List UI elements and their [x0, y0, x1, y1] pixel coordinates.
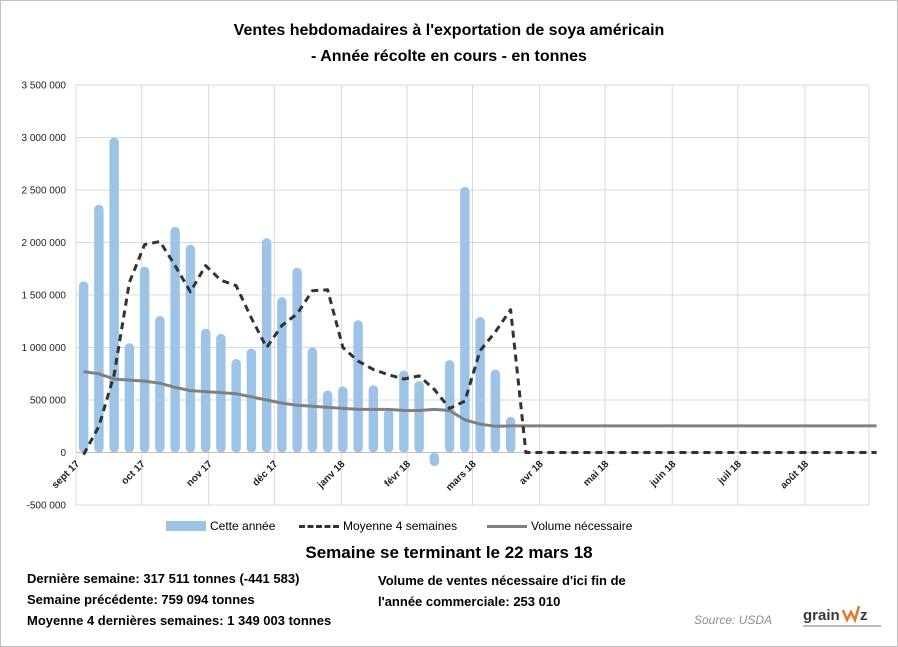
stat-previous-week: Semaine précédente: 759 094 tonnes — [27, 592, 255, 607]
y-tick-label: 1 500 000 — [22, 291, 67, 302]
legend-swatch-moving-avg — [299, 524, 339, 528]
stat-required-line1: Volume de ventes nécessaire d'ici fin de — [378, 573, 626, 588]
bar-cette-annee — [292, 267, 302, 453]
bar-cette-annee — [109, 137, 119, 453]
x-tick-label: mai 18 — [581, 459, 611, 489]
grainwiz-logo: grain z — [803, 605, 881, 627]
bar-cette-annee — [231, 359, 241, 453]
source-note: Source: USDA — [694, 613, 773, 627]
bar-cette-annee — [353, 320, 363, 453]
y-tick-label: 3 500 000 — [22, 81, 67, 92]
bar-cette-annee — [414, 381, 424, 453]
y-tick-label: -500 000 — [27, 501, 67, 512]
legend-label-moving-avg: Moyenne 4 semaines — [343, 519, 458, 533]
bar-cette-annee — [277, 297, 287, 453]
x-tick-label: juil 18 — [715, 459, 744, 488]
x-tick-label: nov 17 — [185, 459, 215, 489]
bar-cette-annee — [124, 343, 135, 453]
x-tick-label: avr 18 — [517, 459, 546, 488]
x-tick-label: janv 18 — [315, 459, 348, 492]
bar-cette-annee — [185, 244, 196, 453]
legend-item-bars: Cette année — [166, 519, 275, 533]
y-tick-label: 2 500 000 — [22, 186, 67, 197]
bar-cette-annee — [94, 204, 104, 453]
bar-cette-annee — [307, 347, 318, 453]
chart-plot: -500 000 0 500 000 1 000 000 1 500 000 2 000 … — [22, 81, 877, 512]
bar-cette-annee — [505, 416, 516, 453]
y-tick-label: 1 000 000 — [22, 343, 67, 354]
chart-legend: Cette année Moyenne 4 semaines Volume né… — [0, 519, 898, 539]
bar-cette-annee — [338, 386, 348, 453]
legend-item-required: Volume nécessaire — [487, 519, 632, 533]
stat-required-line2: l'année commerciale: 253 010 — [378, 594, 561, 609]
y-tick-label: 500 000 — [30, 396, 67, 407]
line-moyenne-4-semaines — [82, 240, 877, 456]
chart-title-line1: Ventes hebdomadaires à l'exportation de … — [233, 22, 665, 39]
bar-cette-annee — [368, 385, 379, 453]
bar-cette-annee — [246, 348, 257, 453]
x-tick-label: mars 18 — [444, 459, 479, 494]
y-tick-label: 2 000 000 — [22, 238, 67, 249]
chart-title-line2: - Année récolte en cours - en tonnes — [311, 48, 587, 65]
legend-label-bars: Cette année — [210, 519, 276, 533]
week-heading: Semaine se terminant le 22 mars 18 — [305, 543, 593, 562]
bar-cette-annee — [460, 186, 470, 453]
x-tick-label: juin 18 — [648, 459, 679, 490]
x-tick-label: sept 17 — [50, 459, 82, 491]
stat-last-week: Dernière semaine: 317 511 tonnes (-441 5… — [27, 571, 300, 586]
bar-cette-annee — [170, 226, 180, 453]
y-tick-label: 3 000 000 — [22, 133, 67, 144]
y-tick-label: 0 — [60, 448, 66, 459]
bar-cette-annee — [475, 317, 485, 453]
legend-swatch-bars — [166, 521, 206, 531]
bar-cette-annee — [383, 409, 394, 453]
bar-cette-annee — [490, 369, 501, 453]
bar-cette-annee — [78, 281, 89, 453]
bar-cette-annee — [139, 266, 150, 453]
x-tick-label: oct 17 — [119, 459, 148, 488]
legend-swatch-required — [487, 524, 527, 528]
line-volume-necessaire — [83, 370, 877, 428]
legend-item-moving-avg: Moyenne 4 semaines — [299, 519, 457, 533]
bar-cette-annee — [429, 452, 440, 467]
x-tick-label: févr 18 — [382, 459, 413, 490]
svg-text:grain: grain — [803, 607, 840, 624]
x-tick-label: août 18 — [779, 459, 812, 492]
svg-text:z: z — [860, 607, 868, 624]
x-tick-label: déc 17 — [251, 459, 281, 489]
bar-cette-annee — [322, 390, 333, 453]
legend-label-required: Volume nécessaire — [531, 519, 633, 533]
stat-avg4: Moyenne 4 dernières semaines: 1 349 003 … — [27, 613, 332, 628]
